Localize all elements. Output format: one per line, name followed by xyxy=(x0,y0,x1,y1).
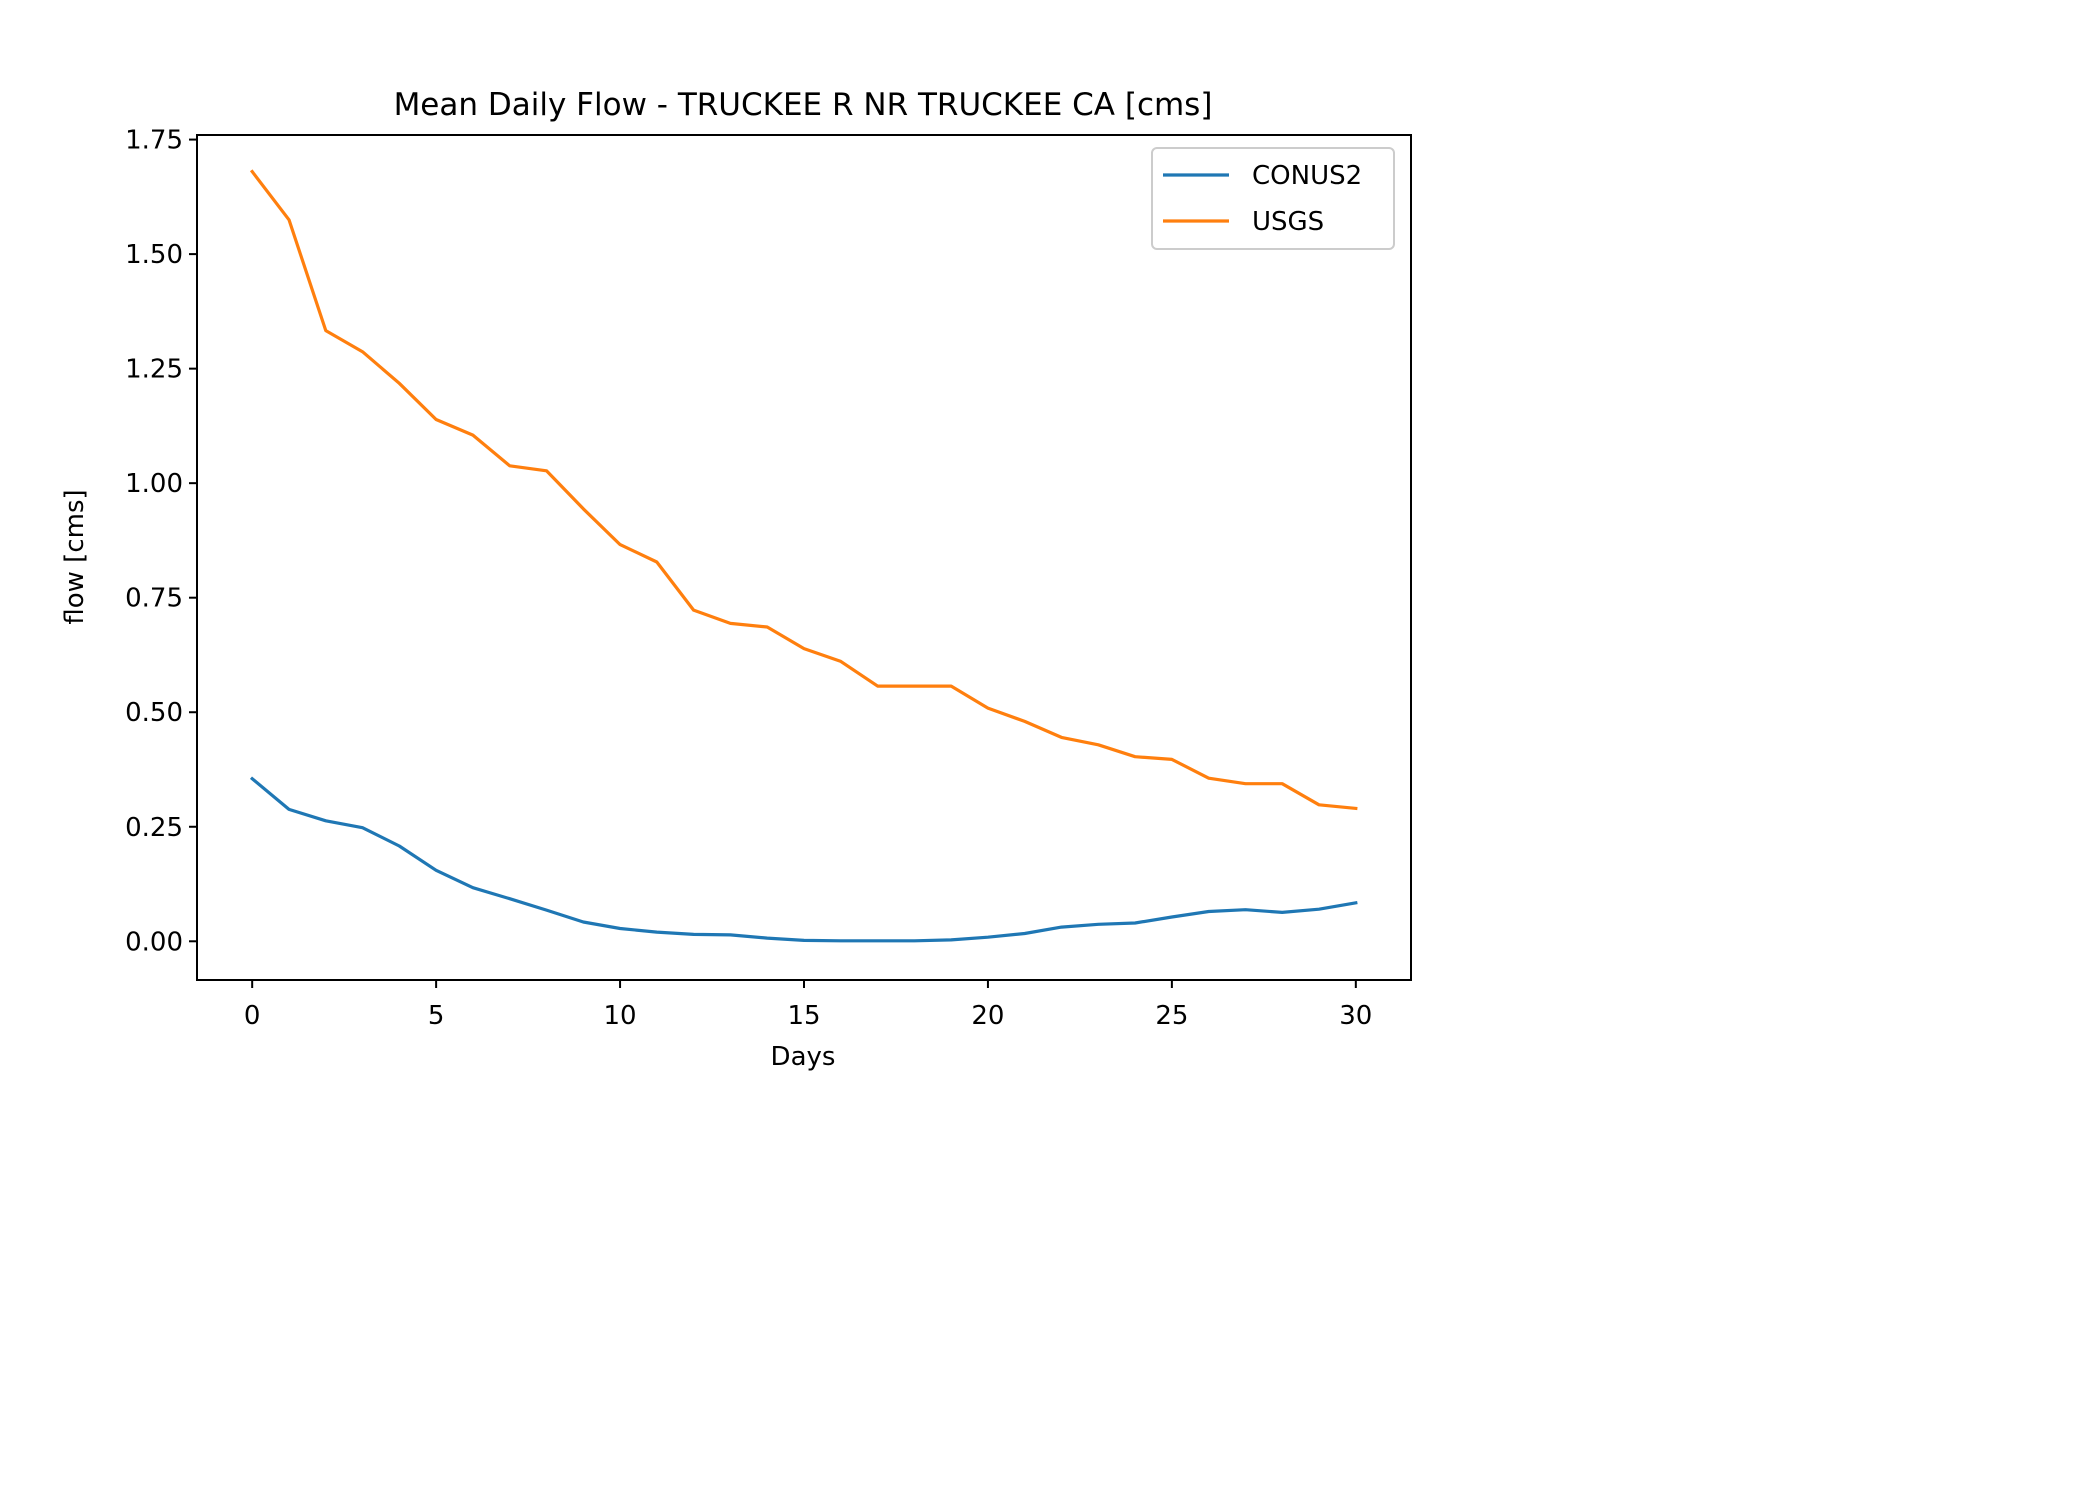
x-tick-label: 20 xyxy=(971,1001,1004,1031)
legend-box xyxy=(1151,147,1395,250)
x-axis: 0 5 10 15 20 25 30 xyxy=(244,980,1372,1031)
y-tick-label: 1.25 xyxy=(125,355,183,385)
series-line-usgs xyxy=(249,169,1358,811)
plot-lines xyxy=(249,169,1358,943)
x-tick-label: 0 xyxy=(244,1001,261,1031)
x-tick-label: 30 xyxy=(1339,1001,1372,1031)
y-tick-label: 1.75 xyxy=(125,126,183,156)
y-tick-label: 1.00 xyxy=(125,469,183,499)
x-tick-label: 25 xyxy=(1155,1001,1188,1031)
plot-frame xyxy=(196,134,1412,981)
y-tick-label: 0.25 xyxy=(125,813,183,843)
series-line-conus2 xyxy=(249,776,1358,943)
x-tick-label: 15 xyxy=(787,1001,820,1031)
line-chart: Mean Daily Flow - TRUCKEE R NR TRUCKEE C… xyxy=(60,87,1412,1072)
x-tick-label: 10 xyxy=(604,1001,637,1031)
y-tick-label: 0.50 xyxy=(125,698,183,728)
x-tick-label: 5 xyxy=(428,1001,445,1031)
y-tick-label: 1.50 xyxy=(125,240,183,270)
chart-figure: Mean Daily Flow - TRUCKEE R NR TRUCKEE C… xyxy=(60,87,1412,1072)
y-tick-label: 0.00 xyxy=(125,927,183,957)
legend-label-usgs: USGS xyxy=(1252,207,1324,237)
legend-label-conus2: CONUS2 xyxy=(1252,161,1362,191)
y-tick-label: 0.75 xyxy=(125,584,183,614)
y-axis-label: flow [cms] xyxy=(60,489,90,624)
chart-title: Mean Daily Flow - TRUCKEE R NR TRUCKEE C… xyxy=(394,87,1213,123)
y-axis: 0.00 0.25 0.50 0.75 1.00 1.25 1.50 1.75 xyxy=(125,126,197,957)
legend: CONUS2 USGS xyxy=(1151,147,1395,250)
x-axis-label: Days xyxy=(771,1042,836,1072)
